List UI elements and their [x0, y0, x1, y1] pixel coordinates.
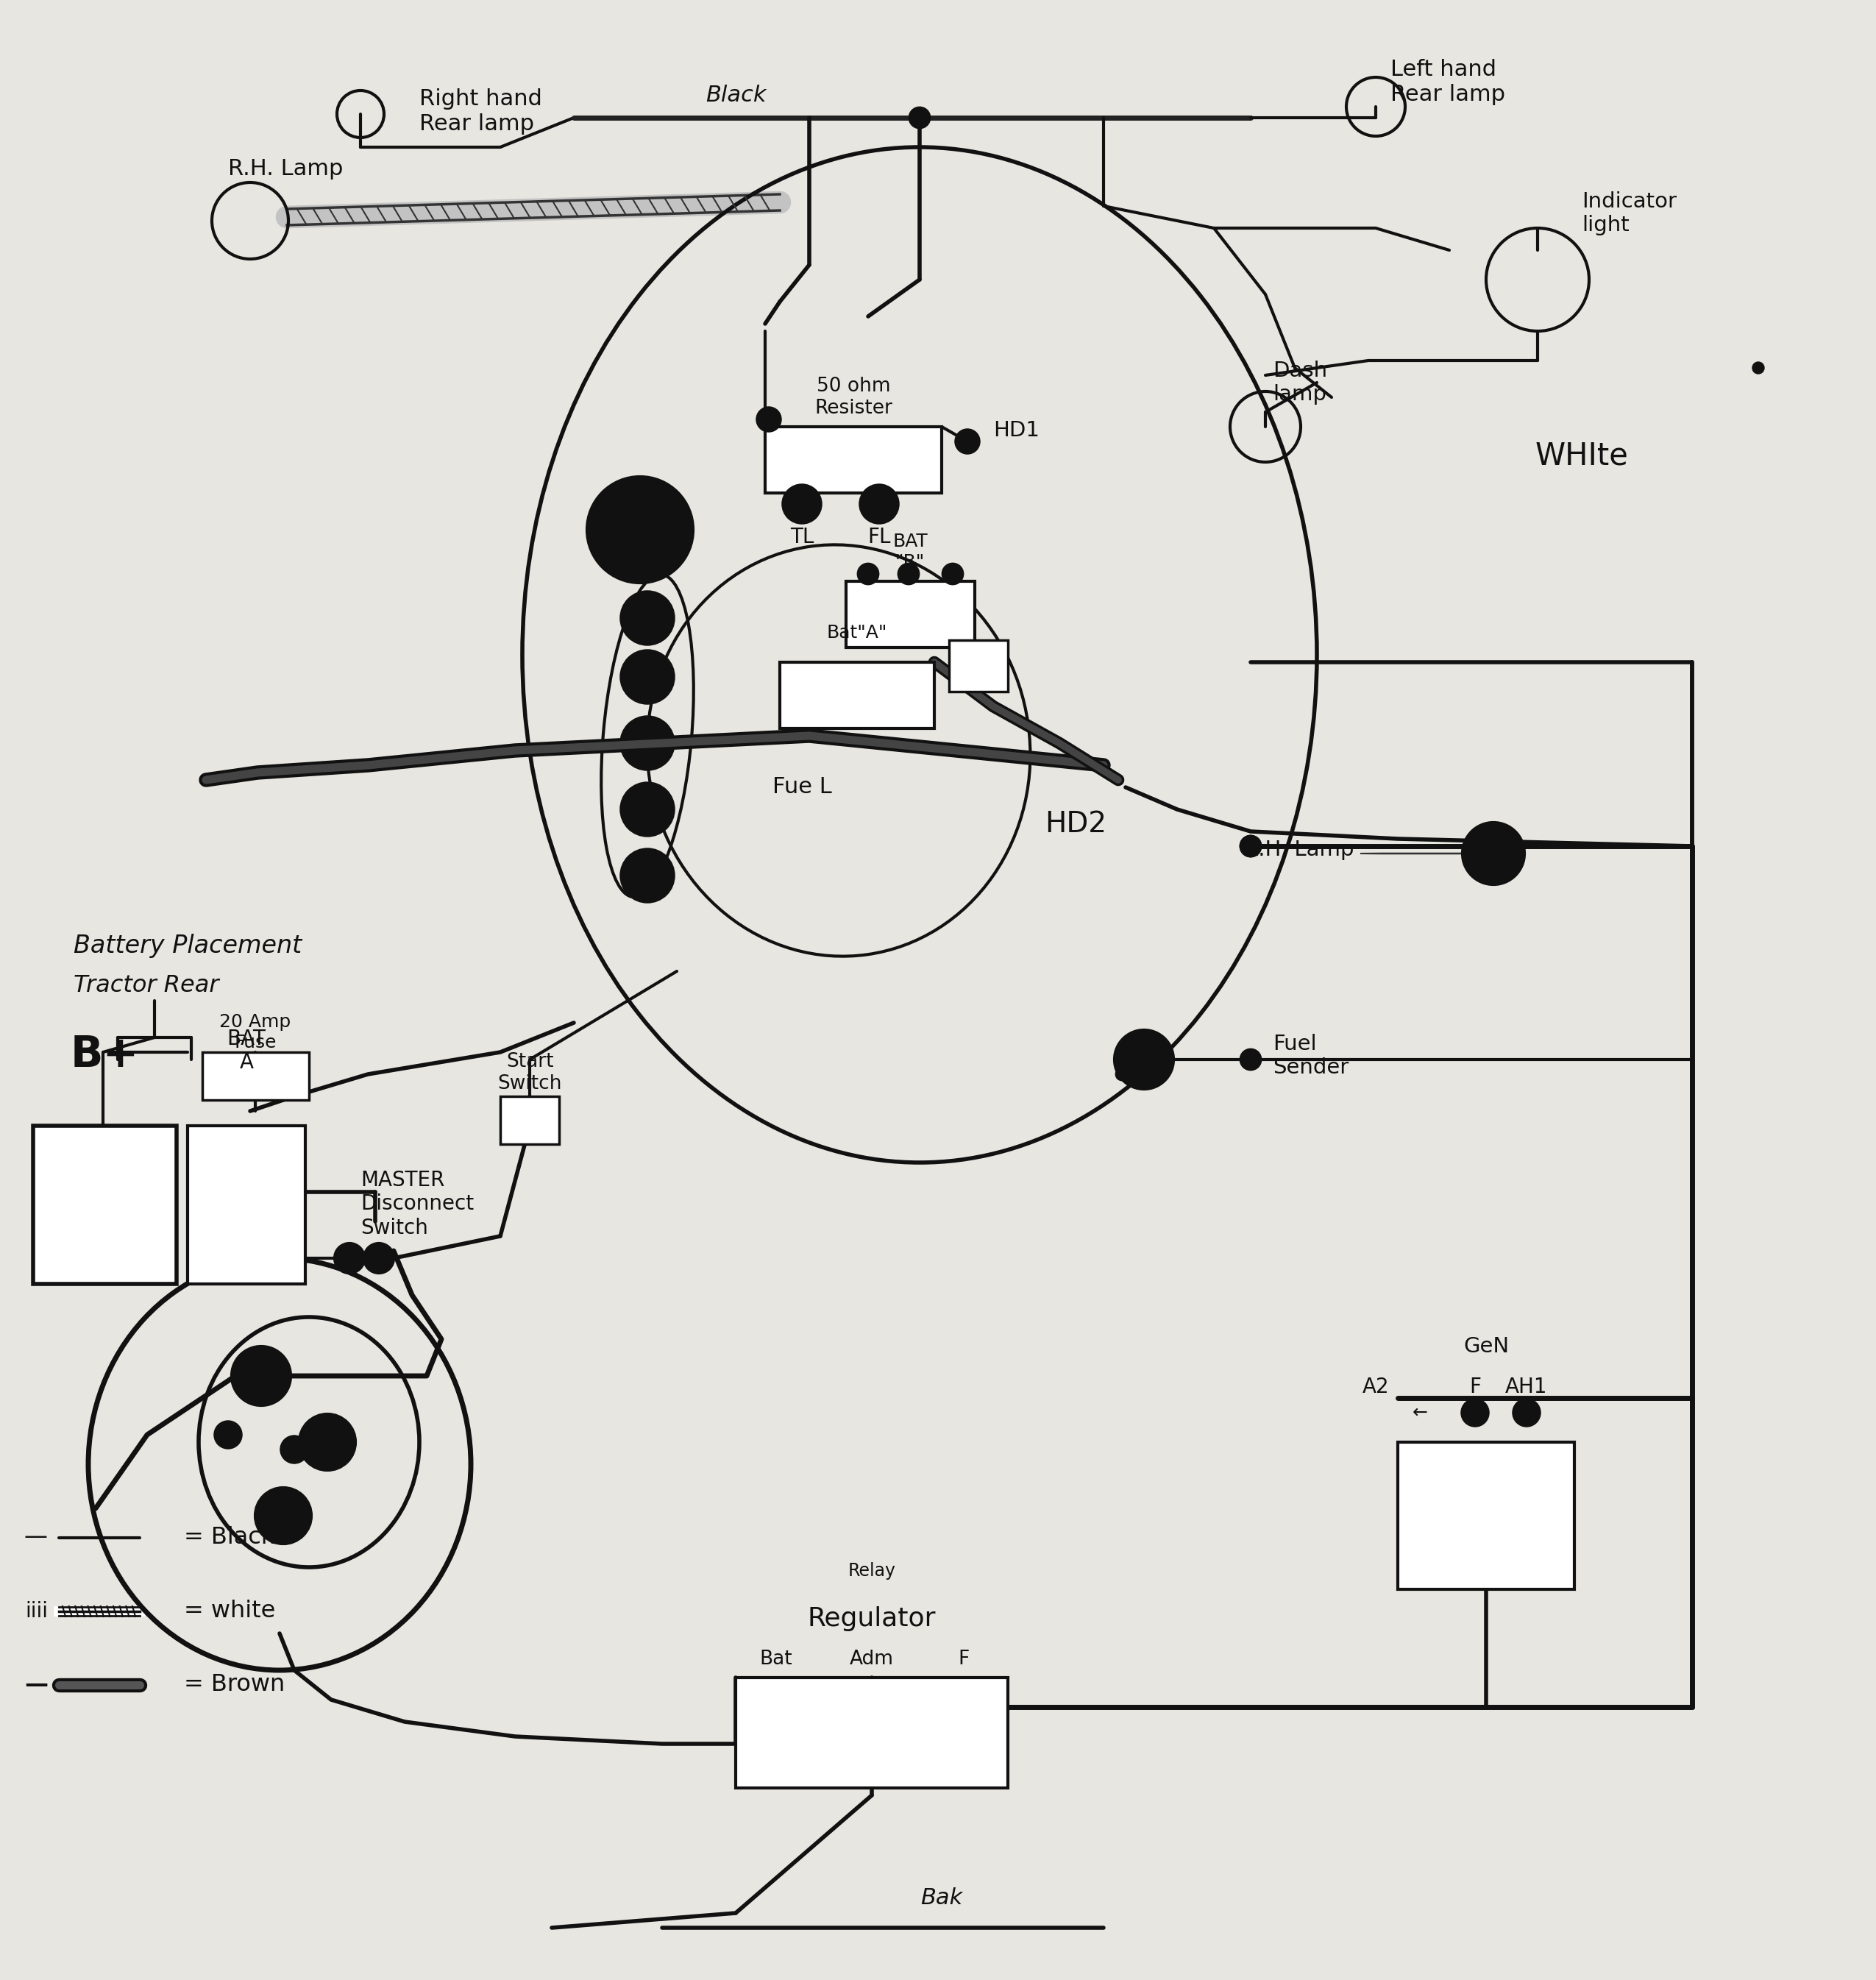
Text: FL: FL: [867, 527, 891, 546]
Text: Fue L: Fue L: [773, 776, 831, 798]
Text: ←: ←: [1413, 1404, 1428, 1422]
Text: Fuel: Fuel: [1126, 1051, 1163, 1069]
Text: Battery Placement: Battery Placement: [73, 933, 302, 958]
Text: BAT
"B": BAT "B": [893, 533, 927, 570]
FancyBboxPatch shape: [203, 1051, 310, 1101]
Text: L.H. Lamp: L.H. Lamp: [1246, 840, 1354, 859]
Text: Start
Switch: Start Switch: [497, 1051, 563, 1093]
Text: Left hand
Rear lamp: Left hand Rear lamp: [1390, 59, 1505, 105]
Text: GeN: GeN: [1463, 1336, 1508, 1356]
Circle shape: [1463, 822, 1525, 885]
Circle shape: [364, 1243, 394, 1273]
Text: = white: = white: [184, 1600, 276, 1624]
Circle shape: [1240, 836, 1261, 857]
Circle shape: [1116, 1069, 1127, 1081]
Circle shape: [300, 1414, 355, 1469]
Circle shape: [1114, 1030, 1172, 1089]
Text: 20 Amp
Fuse: 20 Amp Fuse: [219, 1014, 291, 1051]
Text: Bak: Bak: [921, 1887, 962, 1909]
Circle shape: [1240, 836, 1261, 857]
Circle shape: [334, 1243, 364, 1273]
Circle shape: [942, 564, 962, 584]
Text: GeN: GeN: [615, 519, 664, 541]
Text: Indicator
light: Indicator light: [1581, 192, 1677, 236]
Text: = Brown: = Brown: [184, 1673, 285, 1697]
FancyBboxPatch shape: [34, 1127, 176, 1283]
Circle shape: [621, 651, 673, 703]
FancyBboxPatch shape: [846, 582, 976, 647]
Circle shape: [899, 564, 919, 584]
Circle shape: [758, 408, 780, 432]
Text: Regulator: Regulator: [807, 1606, 936, 1632]
FancyBboxPatch shape: [1398, 1441, 1574, 1590]
FancyBboxPatch shape: [735, 1677, 1007, 1788]
FancyBboxPatch shape: [949, 640, 1007, 691]
Circle shape: [216, 1422, 242, 1447]
Circle shape: [1514, 1400, 1540, 1426]
Circle shape: [910, 107, 930, 129]
Text: MASTER
Disconnect
Switch: MASTER Disconnect Switch: [360, 1170, 475, 1238]
FancyBboxPatch shape: [765, 428, 942, 493]
FancyBboxPatch shape: [188, 1127, 306, 1283]
Text: Relay: Relay: [848, 1562, 895, 1580]
Circle shape: [621, 782, 673, 836]
Text: Bat"A": Bat"A": [827, 624, 887, 642]
Text: iiii: iiii: [24, 1602, 47, 1622]
Circle shape: [955, 430, 979, 453]
Circle shape: [857, 564, 878, 584]
Circle shape: [1461, 1400, 1488, 1426]
FancyBboxPatch shape: [501, 1097, 559, 1144]
Text: Tractor Rear: Tractor Rear: [73, 974, 219, 998]
Circle shape: [263, 1499, 289, 1525]
Text: Fuel
Sender: Fuel Sender: [1272, 1034, 1349, 1077]
Circle shape: [782, 485, 822, 523]
Text: —: —: [24, 1673, 47, 1697]
Circle shape: [621, 717, 673, 770]
Circle shape: [281, 1435, 308, 1463]
Circle shape: [621, 592, 673, 645]
Circle shape: [621, 849, 673, 903]
Circle shape: [587, 477, 692, 582]
Text: B+: B+: [69, 1034, 139, 1075]
Circle shape: [1240, 1049, 1261, 1069]
Text: BAT
A: BAT A: [227, 1028, 266, 1073]
Text: Dash
lamp: Dash lamp: [1272, 360, 1328, 404]
Circle shape: [859, 485, 899, 523]
Text: TL: TL: [790, 527, 814, 546]
Text: —: —: [24, 1527, 47, 1548]
Text: Adm: Adm: [850, 1649, 893, 1669]
Text: 50 ohm
Resister: 50 ohm Resister: [814, 376, 893, 418]
Circle shape: [233, 1346, 291, 1406]
Text: F: F: [959, 1649, 970, 1669]
Text: = Black: = Black: [184, 1527, 274, 1548]
Text: F: F: [1469, 1376, 1480, 1398]
FancyBboxPatch shape: [780, 661, 934, 729]
Text: AH1: AH1: [1505, 1376, 1548, 1398]
Text: HD1: HD1: [992, 420, 1039, 442]
Text: WHIte: WHIte: [1535, 442, 1628, 471]
Text: Right hand
Rear lamp: Right hand Rear lamp: [420, 89, 542, 135]
Text: Black: Black: [705, 85, 765, 107]
Text: R.H. Lamp: R.H. Lamp: [229, 158, 343, 180]
Text: A2: A2: [1362, 1376, 1390, 1398]
Text: HD2: HD2: [1045, 810, 1107, 838]
Text: Bat: Bat: [760, 1649, 792, 1669]
Circle shape: [1752, 362, 1763, 374]
Circle shape: [255, 1487, 311, 1544]
